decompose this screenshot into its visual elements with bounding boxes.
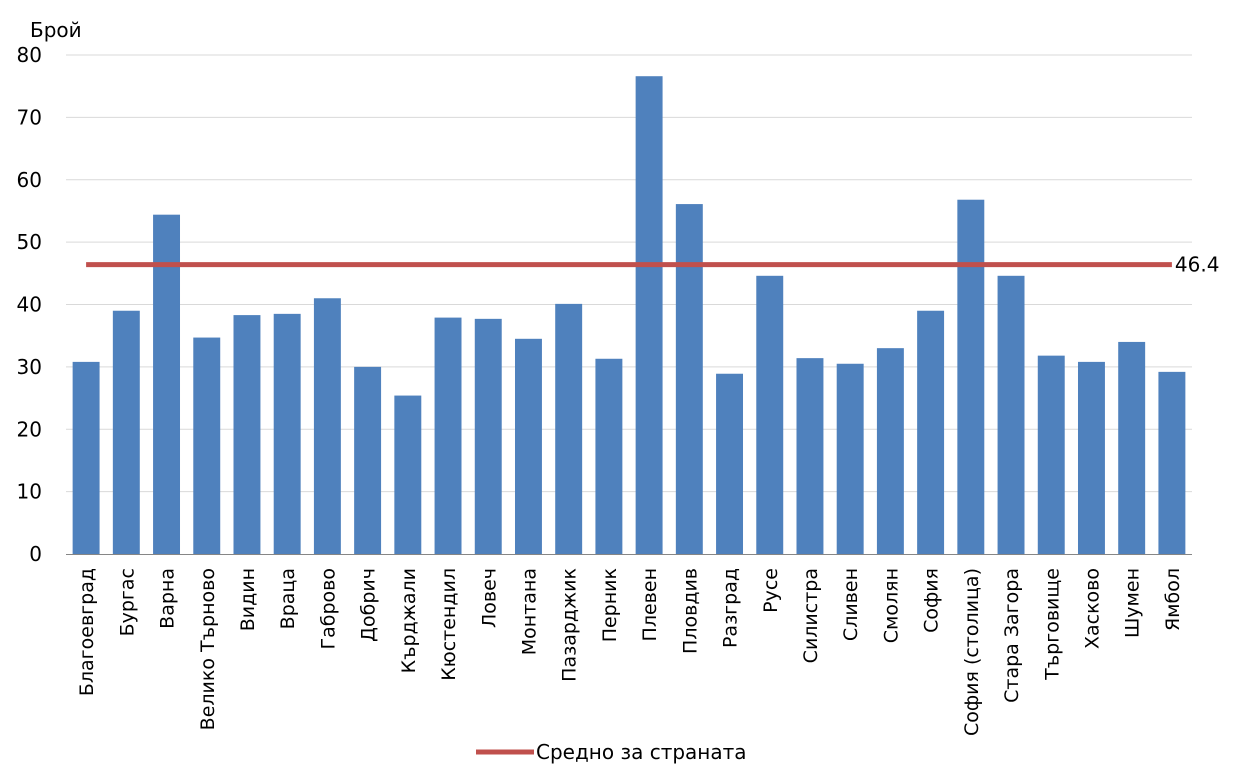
x-tick-label: Видин <box>237 568 259 631</box>
bar <box>514 338 542 554</box>
bar <box>756 275 784 554</box>
bar <box>313 298 341 554</box>
bar <box>434 317 462 554</box>
y-tick-label: 80 <box>17 43 42 67</box>
x-tick-label: Стара Загора <box>1001 568 1023 703</box>
x-tick-label: Габрово <box>317 568 339 649</box>
x-tick-label: Плевен <box>639 568 661 641</box>
y-tick-label: 10 <box>17 480 42 504</box>
average-value-label: 46.4 <box>1175 253 1220 277</box>
x-tick-label: Смолян <box>880 568 902 643</box>
x-tick-label: Кюстендил <box>438 568 460 681</box>
x-axis-ticks: Благоевград Бургас Варна Велико Търново Види… <box>76 568 1184 736</box>
bar <box>1077 361 1105 554</box>
x-tick-label: Хасково <box>1081 568 1103 649</box>
bar <box>233 315 261 554</box>
bar <box>153 214 181 554</box>
bar <box>876 348 904 554</box>
bar <box>796 358 824 554</box>
x-tick-label: Пловдив <box>679 568 701 654</box>
bar <box>555 303 583 554</box>
x-tick-label: Сливен <box>840 568 862 641</box>
y-axis-label: Брой <box>30 18 82 42</box>
bar <box>997 275 1025 554</box>
bar <box>957 199 985 554</box>
x-tick-label: София <box>921 568 943 633</box>
x-tick-label: Перник <box>599 568 621 642</box>
bar <box>474 318 502 554</box>
x-tick-label: Русе <box>760 568 782 613</box>
bar <box>635 76 663 555</box>
x-tick-label: Кърджали <box>398 568 420 673</box>
x-tick-label: Бургас <box>116 568 138 636</box>
bar <box>675 204 703 555</box>
x-tick-label: Враца <box>277 568 299 629</box>
bar <box>273 313 301 554</box>
x-tick-label: Варна <box>157 568 179 629</box>
y-tick-label: 60 <box>17 168 42 192</box>
x-tick-label: Ямбол <box>1162 568 1184 631</box>
bar <box>112 310 140 554</box>
bar <box>1118 341 1146 554</box>
bar <box>72 361 100 554</box>
y-tick-label: 50 <box>17 230 42 254</box>
x-tick-label: Силистра <box>800 568 822 663</box>
x-tick-label: Благоевград <box>76 568 98 696</box>
x-tick-label: Велико Търново <box>197 568 219 730</box>
x-tick-label: Разград <box>720 568 742 648</box>
x-tick-label: Добрич <box>358 568 380 642</box>
bar <box>354 366 382 554</box>
bar <box>716 373 744 554</box>
legend: Средно за страната <box>476 740 747 764</box>
y-tick-label: 20 <box>17 417 42 441</box>
x-tick-label: Пазарджик <box>559 568 581 682</box>
bar <box>193 337 221 554</box>
bars <box>72 76 1186 555</box>
x-tick-label: Търговище <box>1041 568 1063 681</box>
average-line-group: 46.4 <box>86 253 1219 277</box>
x-tick-label: София (столица) <box>961 568 983 736</box>
x-tick-label: Монтана <box>518 568 540 655</box>
bar <box>1037 355 1065 554</box>
bar <box>1158 371 1186 554</box>
y-tick-label: 70 <box>17 105 42 129</box>
y-tick-label: 40 <box>17 293 42 317</box>
bar <box>394 395 422 554</box>
x-tick-label: Шумен <box>1122 568 1144 638</box>
bar <box>595 358 623 554</box>
bar <box>836 363 864 554</box>
bar <box>917 310 945 554</box>
y-axis-ticks: 0 10 20 30 40 50 60 70 80 <box>17 43 42 566</box>
y-tick-label: 0 <box>29 542 42 566</box>
x-tick-label: Ловеч <box>478 568 500 628</box>
legend-label: Средно за страната <box>536 740 747 764</box>
y-tick-label: 30 <box>17 355 42 379</box>
